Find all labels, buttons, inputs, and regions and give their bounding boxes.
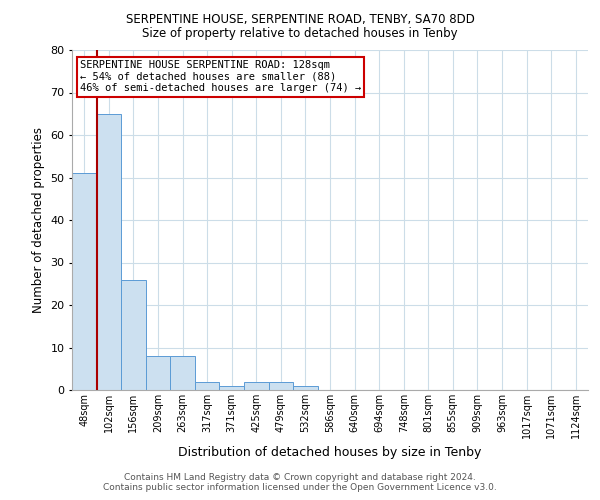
- Bar: [146, 356, 170, 390]
- Y-axis label: Number of detached properties: Number of detached properties: [32, 127, 44, 313]
- Bar: [72, 174, 97, 390]
- Text: Size of property relative to detached houses in Tenby: Size of property relative to detached ho…: [142, 28, 458, 40]
- Bar: [170, 356, 195, 390]
- Bar: [195, 382, 220, 390]
- Bar: [293, 386, 318, 390]
- Text: Contains HM Land Registry data © Crown copyright and database right 2024.
Contai: Contains HM Land Registry data © Crown c…: [103, 473, 497, 492]
- Bar: [121, 280, 146, 390]
- Text: SERPENTINE HOUSE, SERPENTINE ROAD, TENBY, SA70 8DD: SERPENTINE HOUSE, SERPENTINE ROAD, TENBY…: [125, 12, 475, 26]
- Bar: [269, 382, 293, 390]
- X-axis label: Distribution of detached houses by size in Tenby: Distribution of detached houses by size …: [178, 446, 482, 460]
- Bar: [220, 386, 244, 390]
- Bar: [244, 382, 269, 390]
- Text: SERPENTINE HOUSE SERPENTINE ROAD: 128sqm
← 54% of detached houses are smaller (8: SERPENTINE HOUSE SERPENTINE ROAD: 128sqm…: [80, 60, 361, 94]
- Bar: [97, 114, 121, 390]
